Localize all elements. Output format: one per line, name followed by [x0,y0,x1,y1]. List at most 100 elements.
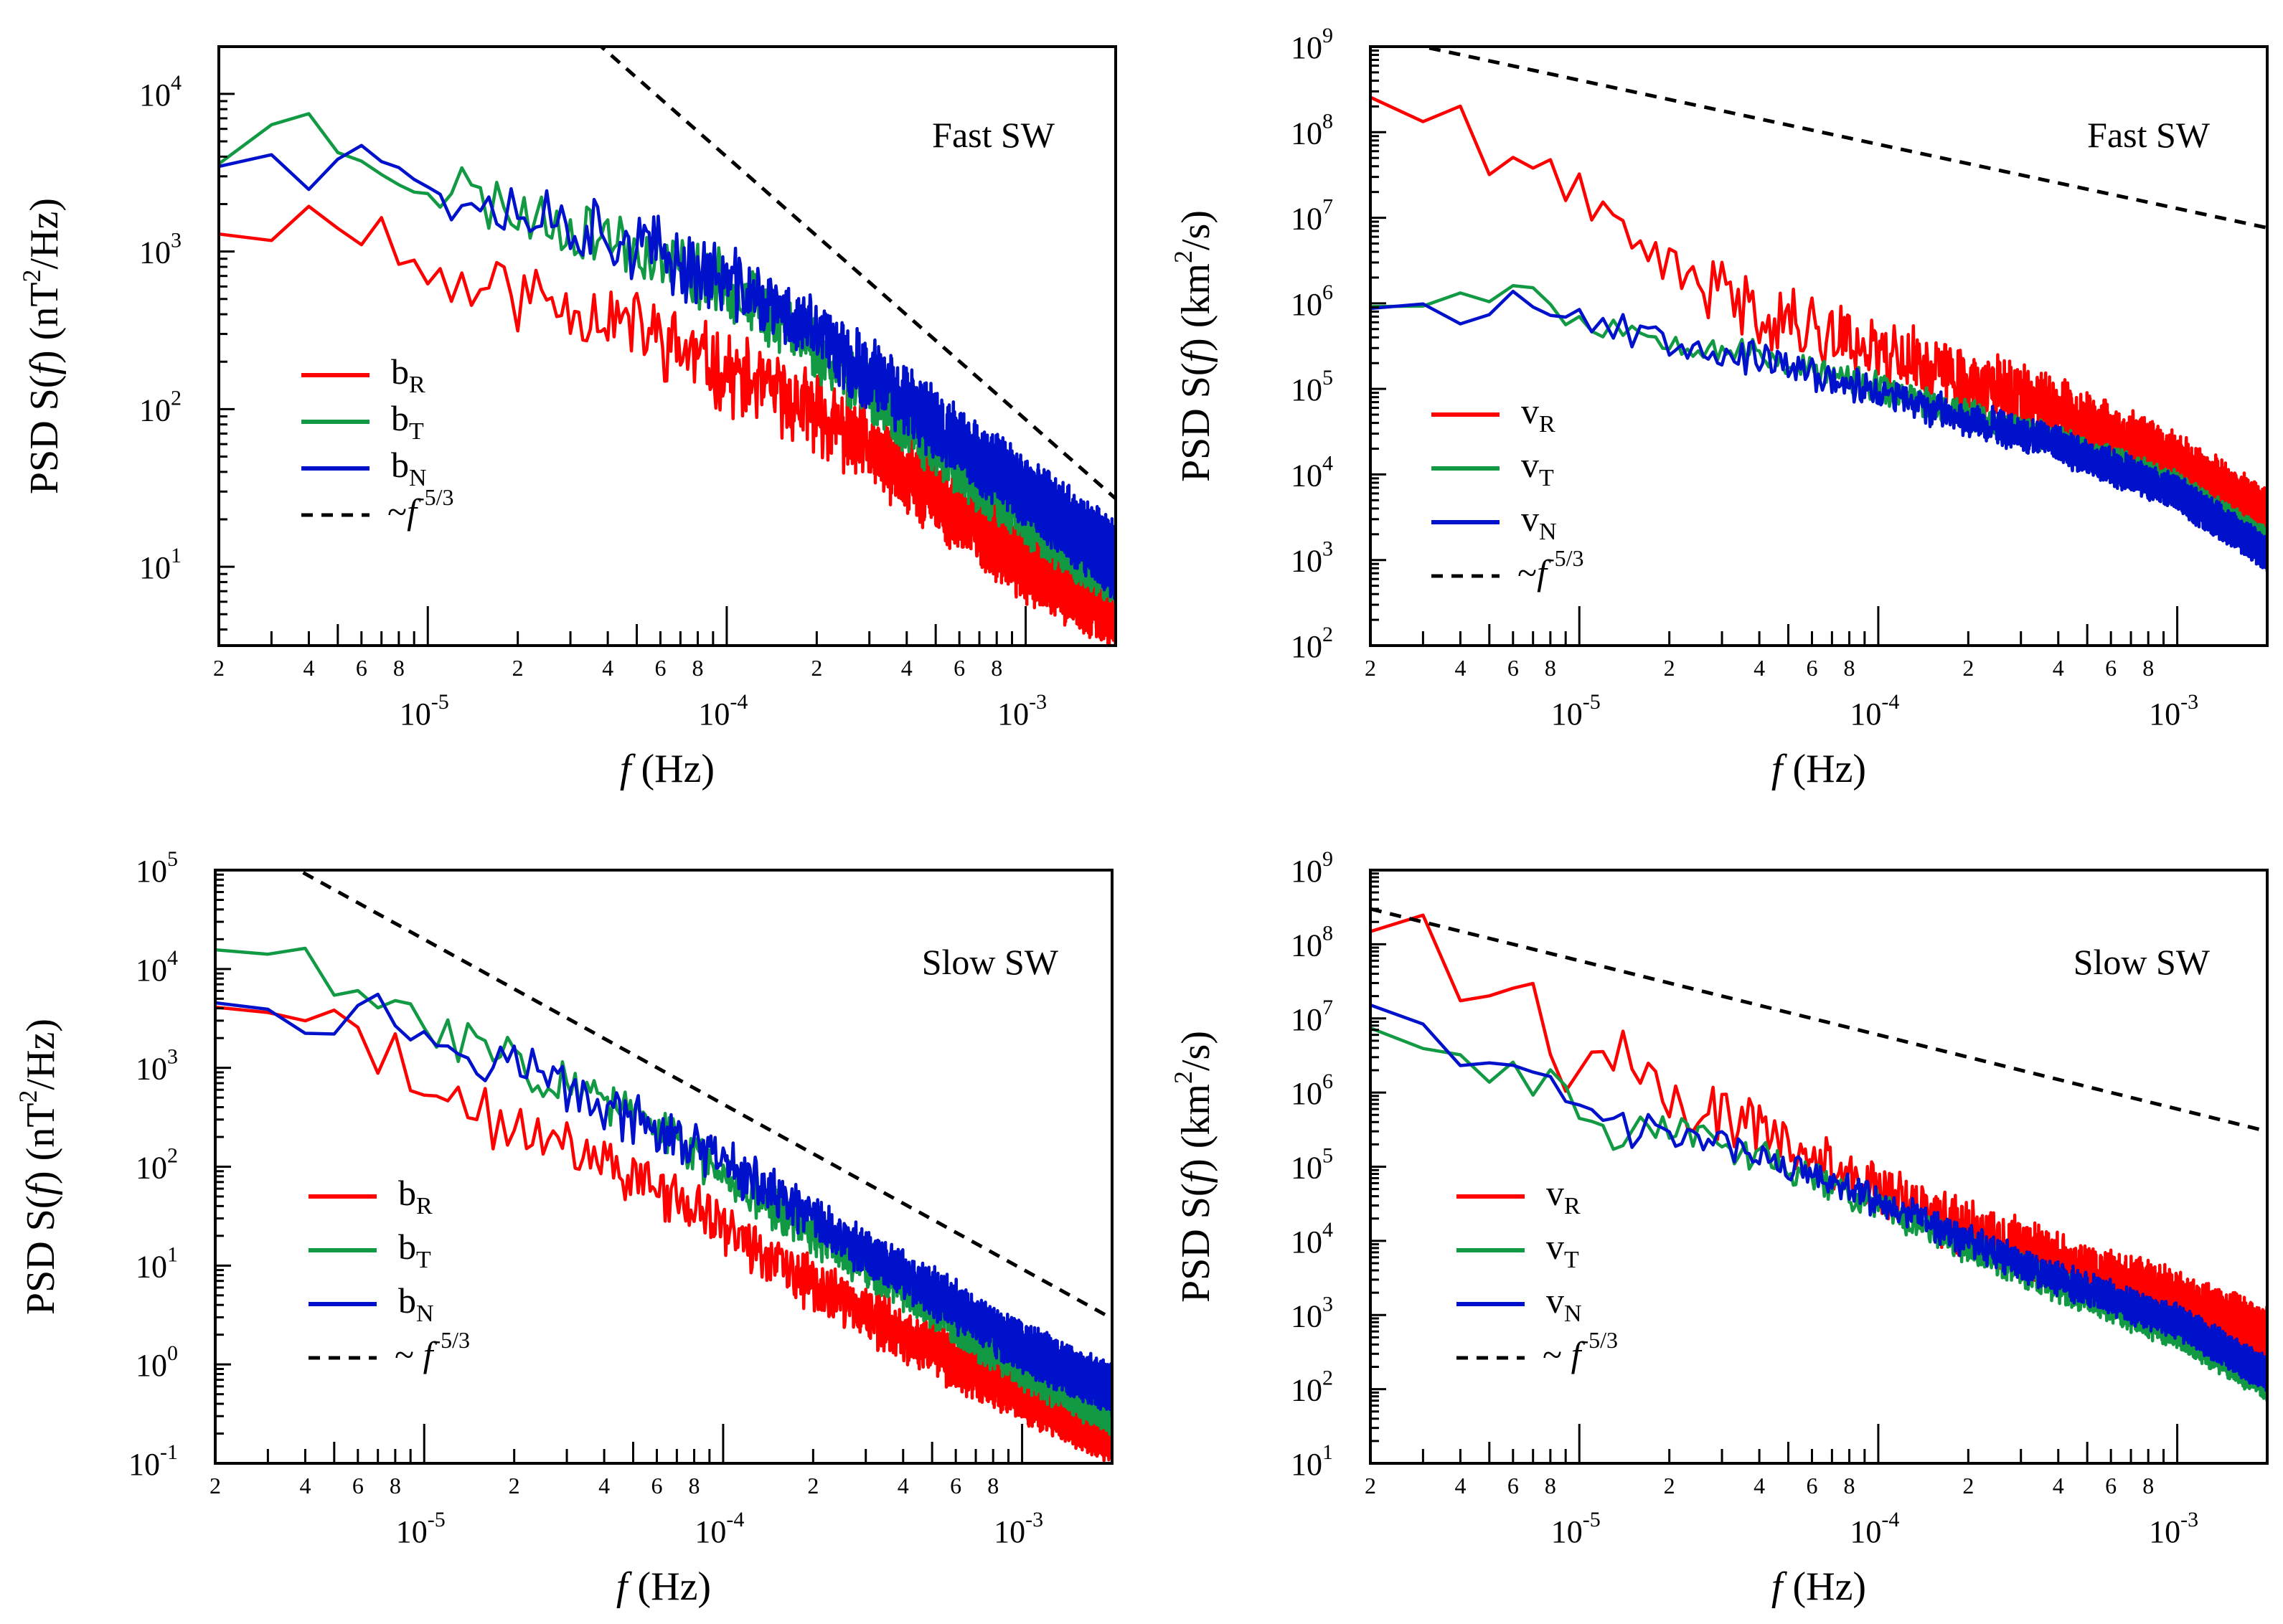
legend-label: vR [1521,391,1555,438]
x-minor-tick-label: 8 [987,1473,999,1498]
legend-label: ~f-5/3 [1517,545,1584,593]
x-minor-tick-label: 6 [654,655,666,681]
x-minor-tick-label: 6 [1806,655,1817,681]
y-tick-label: 101 [136,1242,178,1284]
x-tick-label: 10-5 [1551,1508,1601,1549]
plot-frame [1369,45,2269,647]
y-tick-label: 106 [1291,1070,1333,1111]
x-tick-label: 10-5 [396,1508,446,1549]
x-minor-tick-label: 4 [299,1473,311,1498]
panel-fast-sw-velocity: 2 4 6 8 2 4 6 8 2 4 6 810-5 10-4 10-31021031041051061… [1169,24,2269,791]
series-group [1370,913,2267,1402]
x-tick-label: 10-4 [1850,690,1899,732]
x-minor-tick-label: 6 [2105,1473,2117,1498]
x-minor-tick-label: 8 [1545,1473,1556,1498]
y-tick-label: 105 [136,847,178,889]
panel-label: Slow SW [922,942,1059,982]
legend-item: ~f-5/3 [301,484,454,532]
series-line-vN [1370,1003,2267,1392]
y-tick-label: 100 [136,1341,178,1383]
legend-label: bT [391,398,424,445]
y-tick-label: 109 [1291,847,1333,889]
legend-label: vR [1546,1173,1581,1219]
y-tick-label: 101 [1291,1440,1333,1482]
legend-label: ~ f-5/3 [395,1327,470,1374]
y-tick-label: 103 [1291,537,1333,579]
y-tick-label: 104 [1291,1218,1333,1260]
x-axis-label: f (Hz) [1771,1564,1866,1609]
x-minor-tick-label: 8 [1844,655,1855,681]
x-minor-tick-label: 2 [1962,655,1974,681]
y-tick-label: 103 [1291,1292,1333,1333]
legend-label: vN [1521,499,1557,545]
x-tick-label: 10-4 [698,690,748,732]
y-axis-label: PSD S(f) (km2/s) [1169,1031,1218,1303]
series-line-bR [219,204,1116,646]
panel-slow-sw-velocity: 2 4 6 8 2 4 6 8 2 4 6 810-5 10-4 10-31011021031041051… [1169,847,2269,1609]
y-tick-label: 102 [136,1144,178,1186]
reference-slope-line [294,870,1112,1321]
x-minor-tick-label: 6 [1507,1473,1519,1498]
x-minor-tick-label: 2 [509,1473,520,1498]
y-axis-label: PSD S(f) (nT2/Hz) [17,198,67,494]
legend-item: bN [301,445,427,491]
x-minor-tick-label: 2 [1664,1473,1675,1498]
y-tick-label: 10-1 [128,1440,178,1482]
x-tick-label: 10-5 [400,690,449,732]
y-tick-label: 108 [1291,109,1333,151]
x-minor-tick-label: 8 [2142,1473,2154,1498]
x-minor-tick-label: 6 [950,1473,961,1498]
legend-label: vT [1521,445,1554,491]
x-minor-tick-label: 8 [689,1473,700,1498]
x-minor-tick-label: 4 [598,1473,610,1498]
series-line-bN [219,143,1116,600]
legend-label: vT [1546,1227,1579,1273]
x-minor-tick-label: 6 [954,655,965,681]
y-tick-label: 104 [136,946,178,988]
y-tick-label: 104 [139,71,182,113]
x-minor-tick-label: 2 [1664,655,1675,681]
x-minor-tick-label: 6 [2105,655,2117,681]
panel-label: Fast SW [2087,115,2211,155]
legend-item: bT [301,398,424,445]
legend-label: bN [398,1280,434,1327]
x-minor-tick-label: 8 [1844,1473,1855,1498]
x-axis-label: f (Hz) [616,1564,711,1609]
x-minor-tick-label: 4 [1454,655,1466,681]
legend-item: vR [1456,1173,1581,1219]
x-tick-label: 10-4 [1850,1508,1899,1549]
x-minor-tick-label: 6 [352,1473,364,1498]
x-axis-label: f (Hz) [620,747,715,791]
x-minor-tick-label: 6 [651,1473,662,1498]
legend-label: vN [1546,1280,1582,1327]
reference-slope-line [1414,47,2267,230]
x-minor-tick-label: 8 [991,655,1002,681]
legend-item: vR [1431,391,1555,438]
x-minor-tick-label: 6 [1806,1473,1817,1498]
x-tick-label: 10-5 [1551,690,1601,732]
series-group [215,946,1112,1463]
legend-label: bT [398,1227,431,1273]
y-axis-label: PSD S(f) (km2/s) [1169,210,1218,482]
y-tick-label: 103 [136,1045,178,1087]
x-tick-label: 10-4 [695,1508,744,1549]
legend-item: bR [309,1173,433,1219]
panel-label: Fast SW [932,115,1055,155]
x-minor-tick-label: 4 [602,655,613,681]
x-minor-tick-label: 6 [356,655,367,681]
x-minor-tick-label: 4 [2053,1473,2064,1498]
x-minor-tick-label: 6 [1507,655,1519,681]
series-line-vT [1370,1026,2267,1402]
series-line-vN [1370,289,2267,573]
x-minor-tick-label: 8 [1545,655,1556,681]
x-axis-label: f (Hz) [1771,747,1866,791]
x-minor-tick-label: 2 [1962,1473,1974,1498]
legend-item: vT [1456,1227,1579,1273]
legend-item: ~ f-5/3 [309,1327,470,1374]
x-tick-label: 10-3 [994,1508,1043,1549]
y-tick-label: 102 [1291,1366,1333,1408]
y-tick-label: 107 [1291,996,1333,1037]
legend-item: bN [309,1280,434,1327]
